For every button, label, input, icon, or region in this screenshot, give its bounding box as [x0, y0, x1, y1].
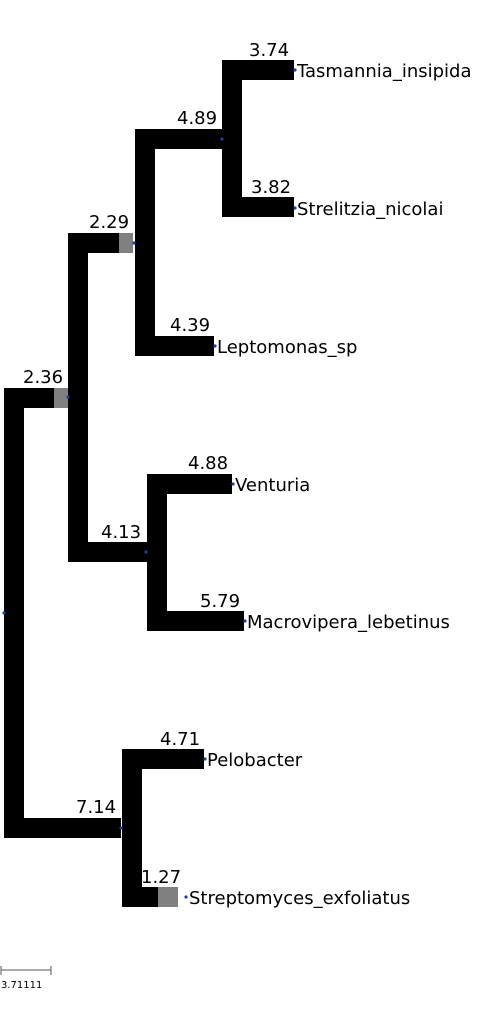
support-box-streptomyces — [158, 887, 178, 907]
branch-length-streptomyces: 1.27 — [141, 867, 181, 888]
leaf-label-streptomyces: Streptomyces_exfoliatus — [189, 888, 410, 909]
leaf-label-leptomonas: Leptomonas_sp — [217, 337, 357, 358]
branch-macrovipera — [147, 611, 244, 631]
branch-length-upper-clade: 2.36 — [23, 367, 63, 388]
node-dot-pelobacter-streptomyces-clade — [119, 826, 123, 830]
branch-leptomonas — [135, 336, 214, 356]
branch-length-tasmannia: 3.74 — [249, 40, 289, 61]
branch-length-venturia: 4.88 — [188, 453, 228, 474]
branch-upper-clade — [4, 388, 68, 408]
leaf-label-venturia: Venturia — [235, 475, 310, 496]
branch-tasmannia-strelitzia-clade — [135, 129, 222, 149]
vertical-tasmannia-strelitzia-clade — [222, 60, 242, 217]
root-node-dot — [2, 611, 6, 615]
branch-strelitzia — [222, 197, 294, 217]
leaf-label-macrovipera: Macrovipera_lebetinus — [247, 612, 450, 633]
node-dot-upper-clade — [66, 395, 70, 399]
branch-length-macrovipera: 5.79 — [200, 591, 240, 612]
branch-length-pelobacter: 4.71 — [160, 729, 200, 750]
leaf-dot-tasmannia — [293, 68, 297, 72]
support-box-with-leptomonas-clade — [119, 233, 133, 253]
vertical-upper-clade — [68, 233, 88, 562]
scale-bar-label: 3.71111 — [1, 980, 42, 991]
node-dot-tasmannia-strelitzia-clade — [220, 137, 224, 141]
leaf-dot-streptomyces — [184, 895, 188, 899]
leaf-dot-venturia — [231, 482, 235, 486]
branch-length-leptomonas: 4.39 — [170, 315, 210, 336]
node-dot-venturia-macrovipera-clade — [144, 550, 148, 554]
branch-length-strelitzia: 3.82 — [251, 177, 291, 198]
branch-with-leptomonas-clade — [68, 233, 133, 253]
leaf-dot-pelobacter — [203, 757, 207, 761]
branch-length-pelobacter-streptomyces-clade: 7.14 — [76, 797, 116, 818]
branch-venturia — [147, 474, 232, 494]
scale-bar: 3.71111 — [0, 966, 52, 991]
leaf-dot-strelitzia — [293, 206, 297, 210]
leaf-label-strelitzia: Strelitzia_nicolai — [297, 199, 443, 220]
branch-venturia-macrovipera-clade — [68, 542, 147, 562]
root-vertical-branch — [4, 388, 24, 838]
branch-pelobacter-streptomyces-clade — [4, 818, 121, 838]
branch-tasmannia — [222, 60, 294, 80]
branch-length-tasmannia-strelitzia-clade: 4.89 — [177, 108, 217, 129]
leaf-dot-leptomonas — [213, 344, 217, 348]
support-box-upper-clade — [54, 388, 68, 408]
branch-pelobacter — [122, 749, 204, 769]
node-dot-with-leptomonas-clade — [132, 241, 136, 245]
leaf-label-tasmannia: Tasmannia_insipida — [296, 61, 472, 82]
leaf-dot-macrovipera — [243, 619, 247, 623]
leaf-label-pelobacter: Pelobacter — [207, 750, 303, 771]
branch-length-venturia-macrovipera-clade: 4.13 — [101, 522, 141, 543]
vertical-venturia-macrovipera-clade — [147, 474, 167, 631]
vertical-pelobacter-streptomyces-clade — [122, 749, 142, 907]
vertical-with-leptomonas-clade — [135, 129, 155, 356]
branch-length-with-leptomonas-clade: 2.29 — [89, 212, 129, 233]
